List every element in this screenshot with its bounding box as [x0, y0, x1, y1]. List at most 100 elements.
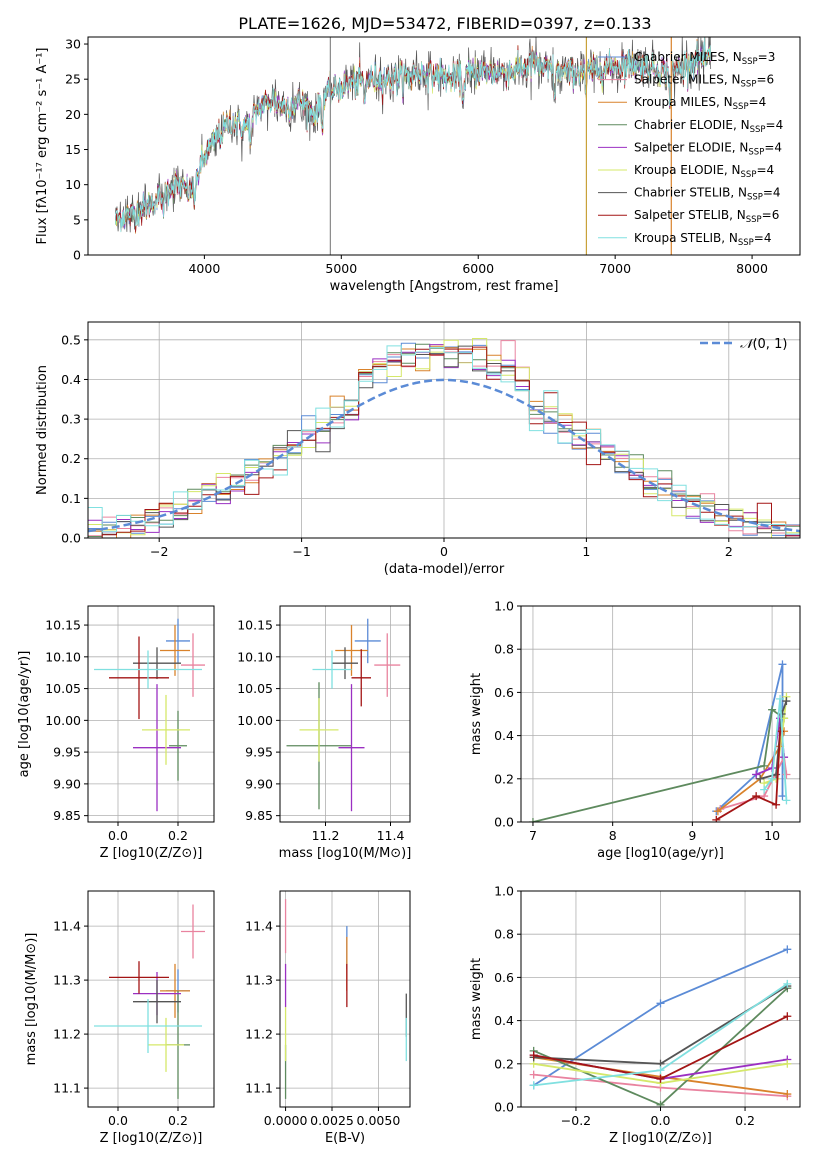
y-tick-label: 10.15: [237, 618, 273, 633]
legend-label-tail: =6: [762, 208, 780, 222]
legend-label-text: Chabrier ELODIE, N: [634, 118, 750, 132]
x-axis-label: age [log10(age/yr)]: [597, 846, 724, 861]
axes-age_vs_Z: 0.0 0.2 9.85 9.90 9.95 10.00 10.05 10.10 10.15 Z …: [17, 605, 215, 861]
x-tick-label: 8: [609, 828, 617, 843]
legend-label-text: Kroupa MILES, N: [634, 95, 733, 109]
legend-label: Kroupa MILES, NSSP=4: [634, 95, 766, 112]
plot-area-mass_vs_Z: [94, 904, 205, 1099]
normal-legend-label: 𝒩(0, 1): [740, 337, 787, 352]
plots-layer: 4000 5000 6000 7000 8000051015202530waveleng…: [17, 36, 801, 1146]
mass-weight-marker: [656, 1074, 665, 1083]
y-tick-label: 10.15: [45, 618, 81, 633]
y-tick-label: 0.2: [494, 771, 514, 786]
y-tick-label: 11.2: [53, 1027, 81, 1042]
y-tick-label: 30: [65, 37, 81, 52]
y-tick-label: 11.4: [53, 919, 81, 934]
y-axis-label: mass weight: [469, 958, 484, 1040]
x-tick-label: −0.2: [561, 1113, 591, 1128]
mass-weight-marker: [656, 1100, 665, 1107]
y-tick-label: 0: [73, 248, 81, 263]
x-tick-label: −1: [292, 544, 310, 559]
x-tick-label: 7: [529, 828, 537, 843]
y-axis-label: age [log10(age/yr)]: [17, 651, 32, 778]
legend-label: Salpeter MILES, NSSP=6: [634, 73, 774, 90]
y-tick-label: 0.1: [61, 491, 81, 506]
legend-label-tail: =4: [756, 163, 774, 177]
legend-label-text: Salpeter MILES, N: [634, 73, 741, 87]
x-tick-label: 5000: [325, 261, 357, 276]
x-tick-label: 0.2: [168, 1113, 188, 1128]
axes-mass_vs_EBV: 0.0000 0.0025 0.0050 11.1 11.2 11.3 11.4 E(B-V): [245, 890, 411, 1146]
legend-label-tail: =4: [764, 140, 782, 154]
normal-legend-args: (0, 1): [752, 337, 787, 352]
y-tick-label: 11.2: [245, 1027, 273, 1042]
y-tick-label: 0.0: [494, 815, 514, 830]
y-tick-label: 11.3: [245, 973, 273, 988]
plot-area-spectrum: [115, 37, 712, 255]
y-tick-label: 25: [65, 72, 81, 87]
axes-frame: [520, 890, 801, 1108]
y-tick-label: 1.0: [494, 884, 514, 899]
x-tick-label: 8000: [736, 261, 768, 276]
mass-weight-marker: [783, 1059, 792, 1068]
mass-weight-marker: [528, 818, 537, 822]
mass-weight-marker: [768, 774, 777, 783]
mass-weight-series-line: [720, 754, 788, 810]
x-axis-label: Z [log10(Z/Z⊙)]: [100, 1131, 203, 1146]
x-tick-label: 10: [764, 828, 780, 843]
mass-weight-marker: [760, 761, 769, 770]
y-axis-label: Normed distribution: [35, 365, 50, 495]
mass-weight-marker: [782, 770, 791, 779]
x-tick-label: 6000: [462, 261, 494, 276]
y-tick-label: 10.00: [237, 713, 273, 728]
axes-frame: [87, 321, 801, 539]
axes-massweight_vs_Z: −0.2 0.0 0.2 0.0 0.2 0.4 0.6 0.8 1.0 Z [log10(Z/Z…: [469, 884, 801, 1146]
mass-weight-marker: [782, 796, 791, 805]
mass-weight-marker: [713, 807, 722, 816]
x-tick-label: 0.0050: [357, 1113, 401, 1128]
legend-label-text: Chabrier MILES, N: [634, 50, 742, 64]
y-tick-label: 0.6: [494, 685, 514, 700]
legend-label-sub: SSP: [741, 80, 757, 90]
legend-label-text: Chabrier STELIB, N: [634, 186, 747, 200]
plot-area-massweight_vs_age: [528, 660, 791, 822]
x-tick-label: 0: [440, 544, 448, 559]
axes-frame: [87, 36, 801, 256]
x-axis-label: wavelength [Angstrom, rest frame]: [330, 279, 559, 294]
axes-frame: [87, 605, 215, 823]
mass-weight-series-line: [715, 731, 781, 821]
legend-label-text: Kroupa ELODIE, N: [634, 163, 741, 177]
legend-label-sub: SSP: [738, 238, 754, 248]
legend-label-tail: =4: [754, 231, 772, 245]
mass-weight-marker: [782, 697, 791, 706]
legend-label-tail: =4: [763, 186, 781, 200]
legend-label-tail: =4: [749, 95, 767, 109]
y-tick-label: 9.85: [245, 808, 273, 823]
axes-mass_vs_Z: 0.0 0.2 11.1 11.2 11.3 11.4 Z [log10(Z/Z⊙)] mas…: [24, 890, 215, 1146]
y-tick-label: 0.5: [61, 332, 81, 347]
x-tick-label: 7000: [599, 261, 631, 276]
plot-area-massweight_vs_Z: [529, 945, 792, 1107]
legend-label-sub: SSP: [746, 215, 762, 225]
mass-weight-marker: [656, 1066, 665, 1075]
legend-label-text: Salpeter STELIB, N: [634, 208, 746, 222]
mass-weight-marker: [529, 1070, 538, 1079]
spectrum-series-line: [115, 37, 712, 233]
y-tick-label: 0.3: [61, 412, 81, 427]
legend-label-tail: =3: [758, 50, 776, 64]
axes-massweight_vs_age: 7 8 9 10 0.0 0.2 0.4 0.6 0.8 1.0 age [log10(age/yr…: [469, 599, 801, 861]
y-tick-label: 11.1: [53, 1081, 81, 1096]
y-tick-label: 11.1: [245, 1081, 273, 1096]
y-tick-label: 0.4: [494, 1013, 514, 1028]
x-tick-label: 0.0: [108, 1113, 128, 1128]
y-tick-label: 15: [65, 142, 81, 157]
y-tick-label: 1.0: [494, 599, 514, 614]
legend-label-sub: SSP: [733, 102, 749, 112]
y-tick-label: 0.8: [494, 927, 514, 942]
y-tick-label: 20: [65, 107, 81, 122]
mass-weight-marker: [656, 999, 665, 1008]
y-tick-label: 0.8: [494, 642, 514, 657]
y-tick-label: 9.90: [53, 776, 81, 791]
x-axis-label: (data-model)/error: [384, 562, 505, 577]
